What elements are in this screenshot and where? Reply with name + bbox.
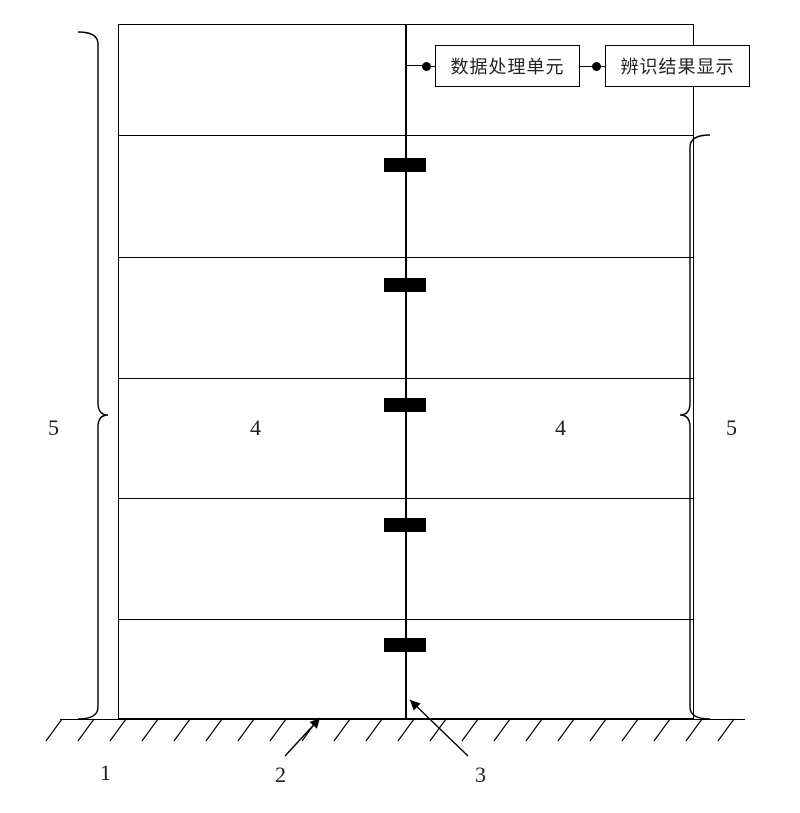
data-processing-unit-box: 数据处理单元 xyxy=(435,45,580,87)
floor-line-1 xyxy=(118,135,694,136)
ground-hatching xyxy=(55,719,780,749)
connector-line-center-to-dot1 xyxy=(405,65,426,66)
right-building-outline xyxy=(406,24,694,719)
label-2: 2 xyxy=(275,762,286,788)
connector-line-dot1-to-proc xyxy=(428,66,435,67)
label-4-1: 4 xyxy=(555,415,566,441)
label-1: 1 xyxy=(100,760,111,786)
floor-line-2 xyxy=(118,257,694,258)
floor-line-4 xyxy=(118,498,694,499)
connector-vline-to-center xyxy=(405,62,406,94)
sensor-2 xyxy=(384,278,426,292)
label-5-0: 5 xyxy=(48,415,59,441)
sensor-1 xyxy=(384,158,426,172)
floor-line-5 xyxy=(118,619,694,620)
label-4-0: 4 xyxy=(250,415,261,441)
floor-line-3 xyxy=(118,378,694,379)
label-3: 3 xyxy=(475,762,486,788)
sensor-3 xyxy=(384,398,426,412)
result-display-box: 辨识结果显示 xyxy=(605,45,750,87)
left-building-outline xyxy=(118,24,406,719)
connector-line-proc-to-disp xyxy=(580,66,605,67)
sensor-4 xyxy=(384,518,426,532)
label-5-1: 5 xyxy=(726,415,737,441)
sensor-5 xyxy=(384,638,426,652)
